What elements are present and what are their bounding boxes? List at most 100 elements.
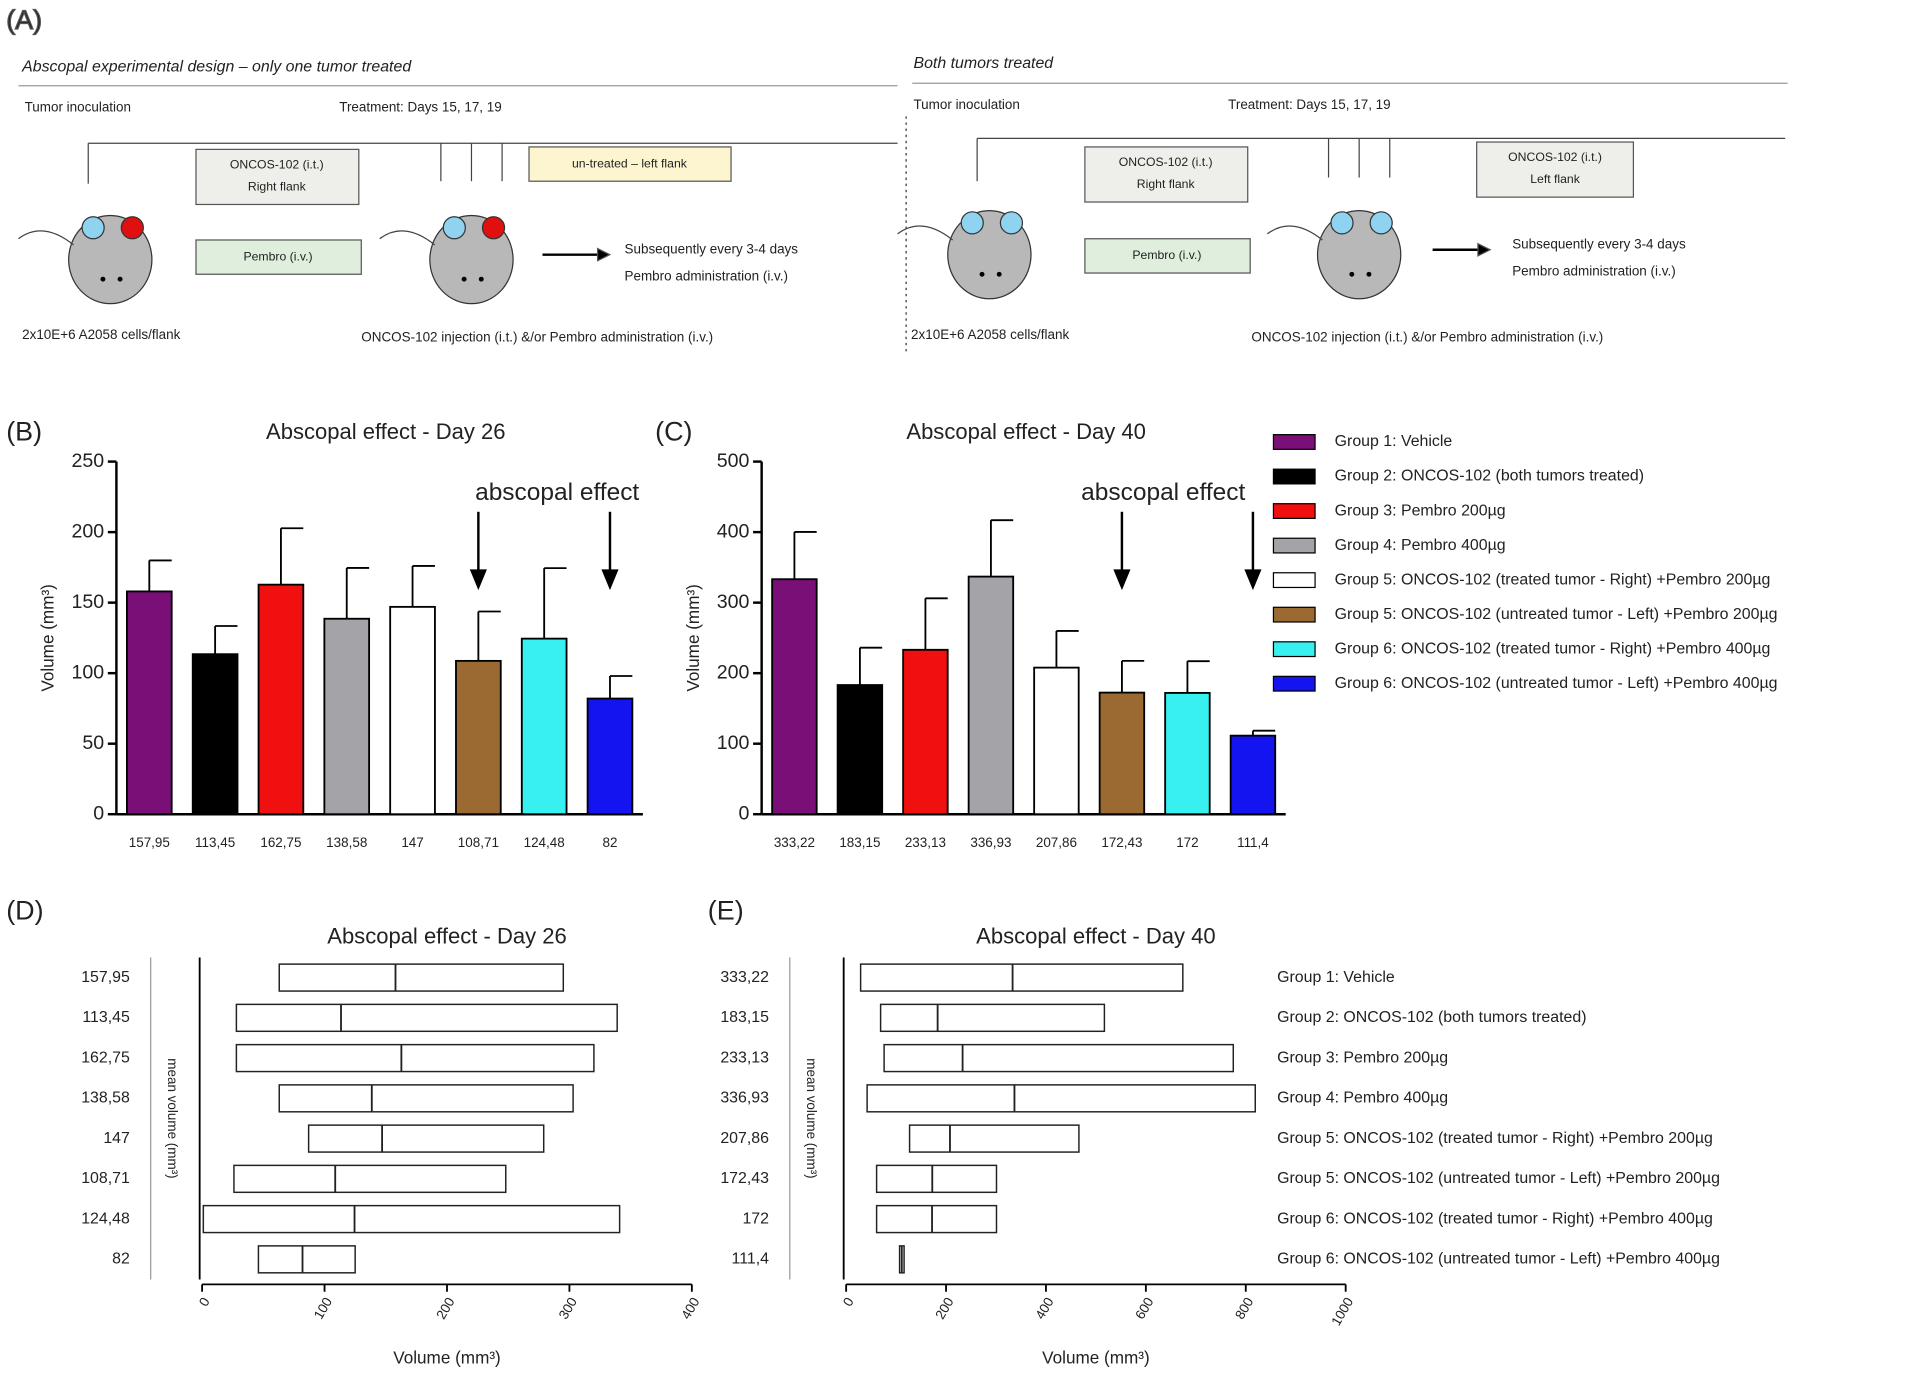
range-bar bbox=[257, 1245, 356, 1274]
annotation: abscopal effect bbox=[475, 479, 639, 506]
note: Pembro administration (i.v.) bbox=[1512, 263, 1675, 278]
box-label: ONCOS-102 (i.t.) bbox=[1508, 150, 1602, 164]
panel-a-text: Abscopal experimental design – only one … bbox=[21, 55, 1686, 345]
value-label: 82 bbox=[602, 835, 617, 850]
mice bbox=[18, 209, 1402, 305]
y-tick-label: 100 bbox=[71, 661, 104, 683]
note: Subsequently every 3-4 days bbox=[1512, 236, 1686, 251]
x-tick-label: 400 bbox=[678, 1295, 702, 1322]
bar bbox=[836, 684, 884, 816]
range-bar bbox=[307, 1124, 545, 1153]
y-tick-label: 200 bbox=[71, 520, 104, 542]
y-tick-label: 400 bbox=[717, 520, 750, 542]
y-tick-label: 100 bbox=[717, 732, 750, 754]
note: 2x10E+6 A2058 cells/flank bbox=[911, 327, 1069, 342]
value-label: 157,95 bbox=[129, 835, 170, 850]
range-bar bbox=[875, 1204, 998, 1234]
y-tick-label: 500 bbox=[717, 450, 750, 472]
x-tick-label: 800 bbox=[1232, 1295, 1256, 1322]
range-bar bbox=[233, 1164, 507, 1194]
chart-title: Abscopal effect - Day 40 bbox=[906, 419, 1145, 444]
y-tick-label: 108,71 bbox=[81, 1170, 130, 1187]
value-label: 124,48 bbox=[524, 835, 565, 850]
box-label: Pembro (i.v.) bbox=[243, 249, 312, 263]
value-label: 207,86 bbox=[1036, 835, 1077, 850]
legend-swatch bbox=[1272, 503, 1316, 520]
annotation: abscopal effect bbox=[1081, 479, 1245, 506]
box-label: Pembro (i.v.) bbox=[1132, 248, 1201, 262]
range-bar bbox=[202, 1204, 621, 1234]
legend-swatch bbox=[1272, 675, 1316, 692]
x-tick-label: 1000 bbox=[1328, 1295, 1356, 1328]
y-tick-label: 200 bbox=[717, 661, 750, 683]
step-label: Tumor inoculation bbox=[25, 99, 131, 114]
range-bar bbox=[866, 1084, 1256, 1113]
bar bbox=[257, 583, 305, 816]
bar bbox=[389, 605, 436, 816]
value-label: 162,75 bbox=[260, 835, 301, 850]
mouse-eye bbox=[478, 276, 484, 282]
annotation-arrow-head bbox=[601, 569, 619, 591]
legend-swatch bbox=[1272, 641, 1316, 658]
panel-label: (A) bbox=[6, 5, 42, 35]
panel-label: (C) bbox=[655, 417, 692, 447]
y-tick-label: 147 bbox=[103, 1130, 130, 1147]
box bbox=[195, 148, 360, 206]
mouse-tail bbox=[379, 230, 436, 246]
range-bar bbox=[859, 963, 1184, 992]
panel-label: (D) bbox=[6, 895, 43, 925]
group-label: Group 1: Vehicle bbox=[1277, 969, 1395, 986]
range-bar bbox=[883, 1043, 1235, 1073]
value-label: 172 bbox=[1176, 835, 1198, 850]
legend-label: Group 3: Pembro 200µg bbox=[1335, 502, 1506, 519]
y-tick-label: 336,93 bbox=[720, 1090, 769, 1107]
y-axis-label: mean volume (mm³) bbox=[165, 1058, 180, 1178]
note: Subsequently every 3-4 days bbox=[625, 241, 799, 256]
value-label: 113,45 bbox=[195, 835, 235, 850]
group-label: Group 2: ONCOS-102 (both tumors treated) bbox=[1277, 1009, 1586, 1026]
mouse-tail bbox=[897, 225, 954, 241]
bar bbox=[967, 575, 1015, 816]
y-tick-label: 124,48 bbox=[81, 1210, 130, 1227]
mouse-eye bbox=[461, 276, 467, 282]
legend-swatch bbox=[1272, 606, 1316, 623]
note: ONCOS-102 injection (i.t.) &/or Pembro a… bbox=[1251, 329, 1603, 344]
annotation-arrow-head bbox=[1244, 569, 1262, 591]
legend-label: Group 5: ONCOS-102 (treated tumor - Righ… bbox=[1335, 571, 1771, 588]
panel-a: (A) bbox=[6, 5, 1788, 356]
y-tick-label: 207,86 bbox=[720, 1130, 769, 1147]
y-axis-label: mean volume (mm³) bbox=[804, 1058, 819, 1178]
y-tick-label: 157,95 bbox=[81, 969, 130, 986]
range-bar bbox=[235, 1043, 595, 1073]
tumor bbox=[481, 216, 506, 240]
bar bbox=[520, 637, 568, 816]
y-tick-label: 150 bbox=[71, 591, 104, 613]
y-tick-label: 0 bbox=[739, 802, 750, 824]
tumor bbox=[999, 211, 1024, 235]
box bbox=[195, 239, 362, 275]
bar bbox=[323, 617, 371, 816]
charts: Group 1: Vehicle Group 2: ONCOS-102 (both… bbox=[6, 417, 1777, 1368]
y-tick-label: 113,45 bbox=[82, 1009, 130, 1026]
x-tick-label: 400 bbox=[1032, 1295, 1056, 1322]
y-tick-label: 233,13 bbox=[720, 1049, 769, 1066]
arrow-head bbox=[1477, 242, 1492, 257]
y-tick-label: 333,22 bbox=[720, 969, 769, 986]
step-label: Tumor inoculation bbox=[913, 97, 1019, 112]
value-label: 138,58 bbox=[326, 835, 367, 850]
bar bbox=[1164, 691, 1211, 816]
box-label: ONCOS-102 (i.t.) bbox=[230, 158, 324, 172]
group-label: Group 4: Pembro 400µg bbox=[1277, 1090, 1448, 1107]
bar bbox=[1033, 666, 1080, 816]
value-label: 336,93 bbox=[970, 835, 1011, 850]
value-label: 183,15 bbox=[839, 835, 880, 850]
group-label: Group 6: ONCOS-102 (treated tumor - Righ… bbox=[1277, 1210, 1713, 1227]
y-tick-label: 172 bbox=[742, 1210, 769, 1227]
x-tick-label: 600 bbox=[1132, 1295, 1156, 1322]
y-tick-label: 172,43 bbox=[720, 1170, 769, 1187]
bar bbox=[191, 653, 239, 816]
x-axis-label: Volume (mm³) bbox=[1042, 1348, 1150, 1368]
y-axis-label: Volume (mm³) bbox=[683, 584, 703, 692]
value-label: 108,71 bbox=[458, 835, 499, 850]
value-label: 333,22 bbox=[774, 835, 815, 850]
